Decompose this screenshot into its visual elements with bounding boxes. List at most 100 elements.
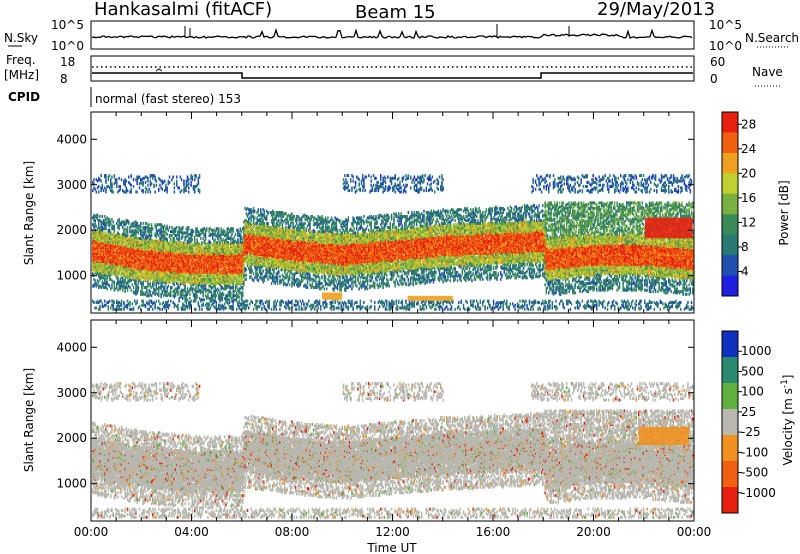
power-cell [102, 221, 105, 225]
power-cell [179, 175, 182, 179]
power-cell [210, 291, 213, 295]
power-cell [123, 306, 125, 310]
power-cell [154, 273, 156, 277]
power-cell [147, 307, 149, 311]
power-cell [113, 224, 116, 228]
power-cell [147, 224, 149, 228]
power-cell [194, 178, 196, 182]
power-cell [156, 306, 159, 310]
power-cell [123, 246, 125, 250]
power-cell [128, 279, 130, 283]
power-cell [137, 288, 140, 292]
power-cell [126, 219, 129, 223]
power-cell [149, 230, 152, 234]
power-cell [129, 286, 131, 289]
power-cell [155, 230, 158, 234]
power-cell [202, 236, 204, 240]
power-cell [167, 284, 170, 288]
power-cell [149, 284, 152, 288]
power-cell [138, 186, 141, 190]
power-cell [118, 227, 120, 231]
power-cell [117, 219, 119, 223]
power-cell [141, 230, 143, 234]
power-cell [98, 219, 100, 223]
power-cell [93, 219, 95, 223]
power-cell [171, 286, 173, 289]
power-cell [153, 287, 155, 291]
power-cell [100, 234, 102, 238]
power-cell [131, 271, 134, 274]
power-cell [146, 175, 148, 179]
power-cell [158, 223, 160, 227]
power-cell [111, 303, 113, 307]
power-cell [140, 281, 142, 285]
power-cell [150, 223, 153, 227]
power-cell [215, 301, 218, 304]
power-cell [104, 279, 106, 283]
power-cell [122, 272, 124, 276]
power-cell [113, 284, 116, 288]
power-cell [117, 301, 119, 304]
power-cell [116, 281, 118, 285]
power-cell [135, 253, 137, 257]
power-cell [99, 272, 101, 276]
power-cell [155, 299, 158, 303]
power-cell [138, 182, 141, 186]
power-cell [117, 288, 119, 292]
power-cell [93, 273, 95, 277]
power-cell [140, 228, 142, 232]
power-cell [155, 227, 158, 231]
power-cell [129, 235, 131, 239]
power-cell [124, 227, 126, 231]
power-cell [106, 269, 108, 273]
power-cell [117, 231, 119, 235]
power-cell [130, 247, 132, 251]
power-cell [130, 268, 132, 272]
power-cell [116, 238, 118, 242]
power-cell [116, 305, 118, 309]
power-cell [120, 234, 123, 238]
power-cell [129, 303, 131, 307]
power-cell [118, 217, 120, 221]
power-cell [156, 230, 159, 234]
power-cell [108, 234, 111, 238]
power-cell [147, 235, 149, 239]
power-cell [100, 186, 102, 190]
power-cell [119, 266, 122, 270]
power-cell [98, 301, 100, 304]
power-cell [146, 242, 148, 246]
power-cell [164, 234, 166, 238]
power-cell [116, 276, 118, 280]
freq-glitch [155, 68, 163, 72]
power-cell [92, 265, 94, 269]
power-cell [117, 234, 119, 238]
power-cell [191, 290, 194, 294]
power-cell [150, 246, 153, 250]
power-cell [105, 227, 107, 231]
power-cell [239, 227, 242, 231]
power-cell [140, 275, 142, 279]
power-cell [120, 272, 123, 276]
power-cell [170, 291, 172, 295]
power-cell [171, 226, 173, 229]
power-cell [143, 303, 146, 307]
power-cell [159, 302, 161, 306]
power-cell [92, 223, 94, 227]
power-cell [147, 179, 149, 183]
power-cell [117, 224, 119, 228]
power-cell [148, 302, 150, 306]
nsky-tick-bottom: 10^0 [51, 39, 84, 53]
power-cell [144, 226, 147, 229]
power-cell [116, 272, 118, 276]
power-cell [130, 187, 132, 191]
power-cell [149, 234, 152, 238]
power-cell [108, 284, 111, 288]
power-cell [102, 275, 105, 279]
power-cell [100, 272, 102, 276]
power-cell [185, 189, 188, 193]
power-cell [102, 231, 105, 235]
power-cell [98, 307, 100, 311]
power-cell [237, 228, 239, 232]
power-cell [141, 290, 143, 294]
power-cell [156, 239, 159, 243]
